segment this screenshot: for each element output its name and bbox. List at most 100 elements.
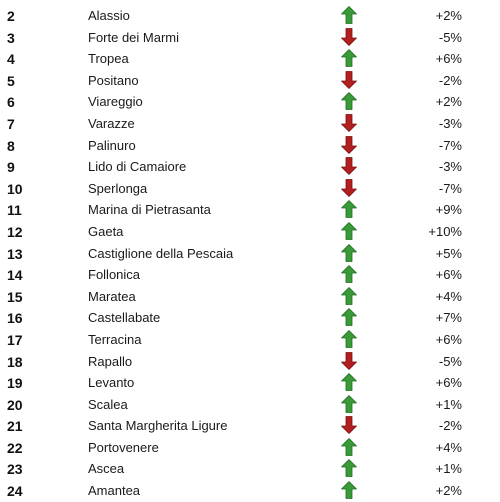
arrow-up-icon (341, 373, 357, 391)
change-percent: +1% (435, 396, 462, 412)
table-row: 3 Forte dei Marmi -5% (0, 27, 500, 49)
arrow-up-icon (341, 330, 357, 348)
arrow-up-icon (341, 92, 357, 111)
arrow-up-icon (341, 394, 357, 413)
arrow-down-icon (341, 135, 357, 154)
rank-number: 24 (7, 483, 23, 500)
rank-number: 17 (7, 331, 23, 348)
table-row: 19 Levanto +6% (0, 372, 500, 394)
change-percent: -2% (438, 72, 462, 88)
rank-number: 22 (7, 439, 23, 456)
town-name: Castiglione della Pescaia (88, 245, 234, 261)
town-name: Tropea (88, 51, 129, 67)
arrow-up-icon (341, 481, 357, 499)
rank-number: 4 (7, 51, 15, 68)
change-percent: +9% (435, 202, 462, 218)
table-row: 12 Gaeta +10% (0, 221, 500, 243)
change-percent: +6% (435, 51, 462, 67)
change-percent: -7% (438, 137, 462, 153)
change-percent: +1% (435, 461, 462, 477)
table-row: 16 Castellabate +7% (0, 307, 500, 329)
town-name: Santa Margherita Ligure (88, 418, 228, 434)
change-percent: +4% (435, 439, 462, 455)
town-name: Follonica (88, 267, 141, 283)
rank-number: 7 (7, 115, 15, 132)
ranking-table: 2 Alassio +2% 3 Forte dei Marmi -5% 4 Tropea +6%… (0, 5, 500, 502)
change-percent: -3% (438, 115, 462, 131)
arrow-up-icon (341, 286, 357, 305)
town-name: Maratea (88, 288, 136, 304)
rank-number: 16 (7, 310, 23, 327)
table-row: 2 Alassio +2% (0, 5, 500, 27)
change-percent: +6% (435, 331, 462, 347)
town-name: Sperlonga (88, 180, 148, 196)
table-row: 20 Scalea +1% (0, 394, 500, 416)
town-name: Amantea (88, 483, 141, 499)
town-name: Alassio (88, 8, 130, 23)
arrow-up-icon (341, 6, 357, 24)
change-percent: +6% (435, 267, 462, 283)
town-name: Marina di Pietrasanta (88, 202, 211, 218)
rank-number: 6 (7, 94, 15, 111)
town-name: Castellabate (88, 310, 161, 326)
change-percent: +4% (435, 288, 462, 304)
table-row: 14 Follonica +6% (0, 264, 500, 286)
arrow-down-icon (341, 416, 357, 435)
change-percent: +2% (435, 94, 462, 110)
table-row: 17 Terracina +6% (0, 329, 500, 351)
rank-number: 11 (7, 202, 22, 219)
town-name: Scalea (88, 396, 128, 412)
town-name: Lido di Camaiore (88, 159, 187, 175)
table-row: 4 Tropea +6% (0, 48, 500, 70)
rank-number: 3 (7, 29, 15, 46)
change-percent: +2% (435, 483, 462, 499)
change-percent: -7% (438, 180, 462, 196)
arrow-up-icon (341, 200, 357, 219)
rank-number: 15 (7, 288, 23, 305)
change-percent: +10% (428, 223, 462, 239)
town-name: Viareggio (88, 94, 143, 110)
rank-number: 23 (7, 461, 23, 478)
town-name: Ascea (88, 461, 125, 477)
arrow-up-icon (341, 49, 357, 68)
table-row: 22 Portovenere +4% (0, 437, 500, 459)
table-row: 23 Ascea +1% (0, 458, 500, 480)
town-name: Palinuro (88, 137, 136, 153)
town-name: Terracina (88, 331, 142, 347)
arrow-up-icon (341, 459, 357, 478)
table-row: 5 Positano -2% (0, 70, 500, 92)
arrow-up-icon (341, 265, 357, 284)
table-row: 13 Castiglione della Pescaia +5% (0, 243, 500, 265)
arrow-down-icon (341, 178, 357, 197)
change-percent: +6% (435, 375, 462, 391)
rank-number: 12 (7, 223, 23, 240)
change-percent: +5% (435, 245, 462, 261)
town-name: Forte dei Marmi (88, 29, 180, 45)
rank-number: 20 (7, 396, 23, 413)
arrow-down-icon (341, 157, 357, 176)
rank-number: 5 (7, 72, 15, 89)
table-row: 9 Lido di Camaiore -3% (0, 156, 500, 178)
rank-number: 2 (7, 8, 15, 24)
arrow-up-icon (341, 437, 357, 456)
rank-number: 13 (7, 245, 23, 262)
town-name: Rapallo (88, 353, 133, 369)
arrow-down-icon (341, 27, 357, 46)
table-row: 10 Sperlonga -7% (0, 178, 500, 200)
arrow-down-icon (341, 351, 357, 370)
rank-number: 18 (7, 353, 23, 370)
change-percent: -5% (438, 29, 462, 45)
arrow-down-icon (341, 114, 357, 132)
arrow-up-icon (341, 243, 357, 262)
town-name: Levanto (88, 375, 135, 391)
table-row: 11 Marina di Pietrasanta +9% (0, 199, 500, 221)
table-row: 15 Maratea +4% (0, 286, 500, 308)
change-percent: -3% (438, 159, 462, 175)
rank-number: 21 (7, 418, 23, 435)
change-percent: +7% (435, 310, 462, 326)
arrow-down-icon (341, 70, 357, 89)
table-row: 21 Santa Margherita Ligure -2% (0, 415, 500, 437)
town-name: Gaeta (88, 223, 124, 239)
arrow-up-icon (341, 308, 357, 327)
rank-number: 10 (7, 180, 23, 197)
